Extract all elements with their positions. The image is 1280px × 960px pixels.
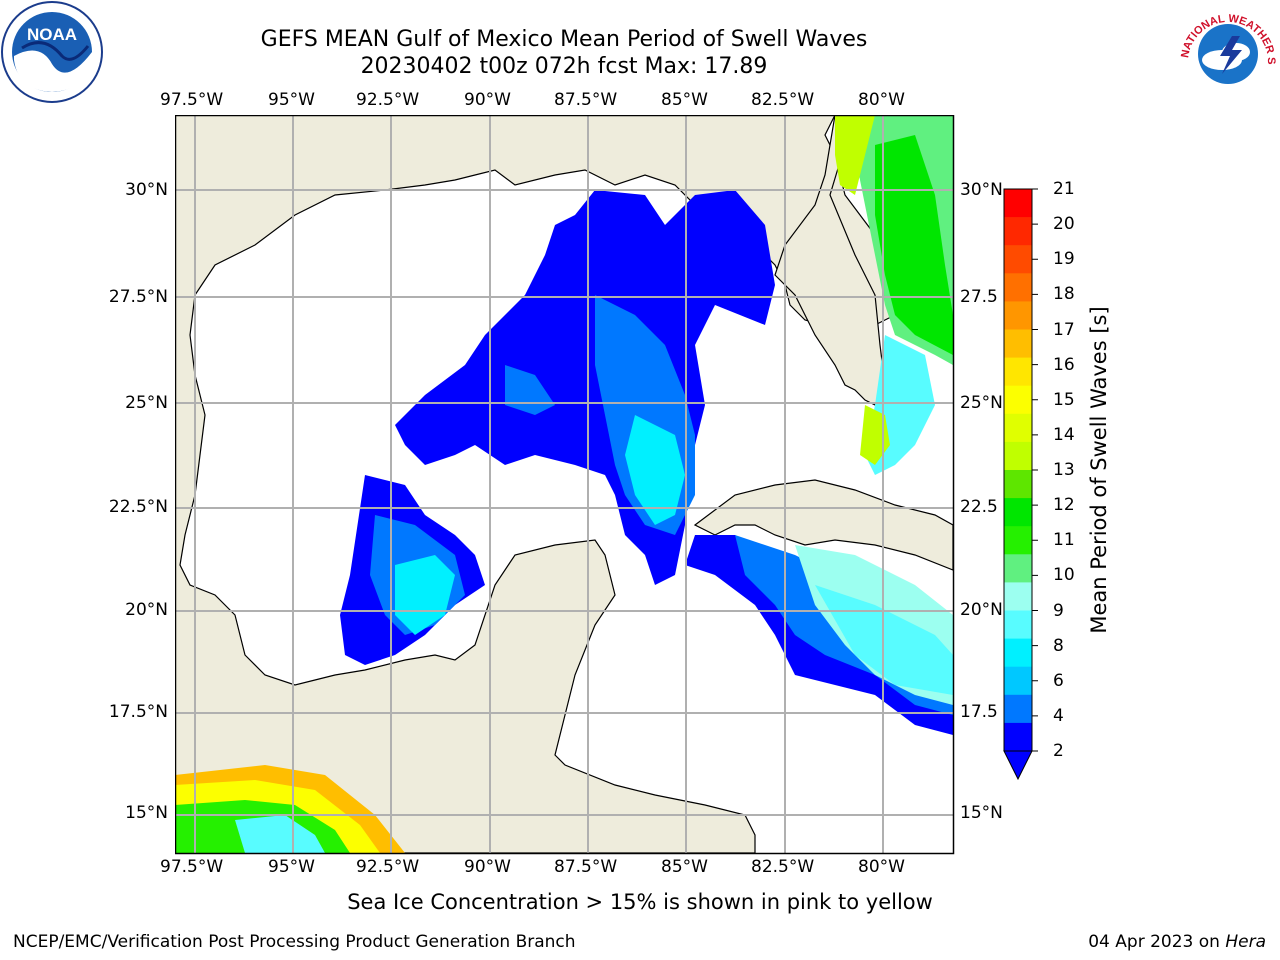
lon-label-bottom: 80°W [858,857,905,877]
lon-label-top: 90°W [464,90,511,110]
lon-label-top: 92.5°W [356,90,420,110]
colorbar-tick-label: 20 [1053,214,1075,235]
colorbar-swatch [1004,245,1032,274]
lon-label-top: 85°W [661,90,708,110]
colorbar-label: Mean Period of Swell Waves [s] [1087,306,1111,634]
lon-label-top: 80°W [858,90,905,110]
colorbar-swatch [1004,189,1032,218]
lon-label-bottom: 92.5°W [356,857,420,877]
graticule [175,115,953,853]
colorbar-tick-label: 14 [1053,424,1075,445]
colorbar-swatch [1004,638,1032,668]
colorbar-tick-label: 9 [1053,600,1064,621]
lat-label-right: 27.5 [960,287,998,307]
colorbar-swatch [1004,694,1032,724]
lat-label-left: 22.5°N [108,497,168,517]
colorbar-tick-label: 17 [1053,319,1075,340]
lon-label-bottom: 95°W [268,857,315,877]
colorbar-swatch [1004,357,1032,387]
land-florida [774,115,886,406]
colorbar-swatch [1004,441,1032,471]
colorbar-tick-label: 8 [1053,635,1064,656]
colorbar-swatch [1004,526,1032,555]
lon-label-bottom: 97.5°W [160,857,224,877]
colorbar-tick-label: 6 [1053,670,1064,691]
lon-label-bottom: 87.5°W [554,857,618,877]
lat-label-left: 20°N [125,600,168,620]
colorbar-swatch [1004,329,1032,359]
colorbar-extend-arrow [1003,750,1033,781]
lon-label-bottom: 82.5°W [751,857,815,877]
colorbar-tick-label: 18 [1053,284,1075,305]
colorbar-tick-label: 12 [1053,495,1075,516]
footer-branch: NCEP/EMC/Verification Post Processing Pr… [13,932,576,952]
colorbar-tick-label: 16 [1053,354,1075,375]
colorbar-swatch [1004,554,1032,583]
colorbar [1003,188,1038,781]
lon-label-bottom: 90°W [464,857,511,877]
colorbar-swatch [1004,385,1032,415]
lat-label-left: 17.5°N [108,702,168,722]
lon-label-top: 97.5°W [160,90,224,110]
lat-label-right: 30°N [960,180,1003,200]
lat-label-right: 15°N [960,803,1003,823]
colorbar-tick-label: 2 [1053,741,1064,761]
lon-label-bottom: 85°W [661,857,708,877]
colorbar-tick-label: 19 [1053,249,1075,270]
nws-logo: NATIONAL WEATHER SERVICE [1176,0,1278,102]
swell-field [175,115,953,853]
colorbar-tick-label: 13 [1053,460,1075,480]
colorbar-tick-label: 15 [1053,389,1075,410]
lat-label-right: 25°N [960,393,1003,413]
colorbar-tick-label: 11 [1053,530,1075,551]
colorbar-swatch [1004,498,1032,527]
chart-subtitle: 20230402 t00z 072h fcst Max: 17.89 [360,54,768,79]
footer-date-text: 04 Apr 2023 on [1088,932,1226,952]
lon-label-top: 87.5°W [554,90,618,110]
colorbar-swatch [1004,413,1032,443]
colorbar-tick-label: 10 [1053,565,1075,586]
footer-date: 04 Apr 2023 on Hera [1088,932,1266,952]
colorbar-tick-label: 21 [1053,179,1075,199]
colorbar-swatch [1004,217,1032,246]
lon-label-top: 82.5°W [751,90,815,110]
lat-label-left: 15°N [125,803,168,823]
colorbar-swatch [1004,610,1032,640]
lat-label-right: 22.5 [960,497,998,517]
colorbar-swatch [1004,722,1032,752]
lon-label-top: 95°W [268,90,315,110]
colorbar-swatch [1004,273,1032,302]
footer-machine: Hera [1225,932,1266,952]
colorbar-swatch [1004,582,1032,611]
map-panel [175,115,955,855]
noaa-logo: NOAA [1,1,103,103]
land-cuba [693,479,954,571]
sea-ice-note: Sea Ice Concentration > 15% is shown in … [347,890,933,914]
colorbar-tick-label: 4 [1053,705,1064,726]
lat-label-right: 17.5 [960,702,998,722]
colorbar-swatch [1004,666,1032,696]
chart-title: GEFS MEAN Gulf of Mexico Mean Period of … [260,27,868,52]
lat-label-right: 20°N [960,600,1003,620]
lat-label-left: 30°N [125,180,168,200]
lat-label-left: 25°N [125,393,168,413]
lat-label-left: 27.5°N [108,287,168,307]
colorbar-swatch [1004,301,1032,330]
colorbar-swatch [1004,470,1032,499]
noaa-logo-text: NOAA [27,25,77,44]
